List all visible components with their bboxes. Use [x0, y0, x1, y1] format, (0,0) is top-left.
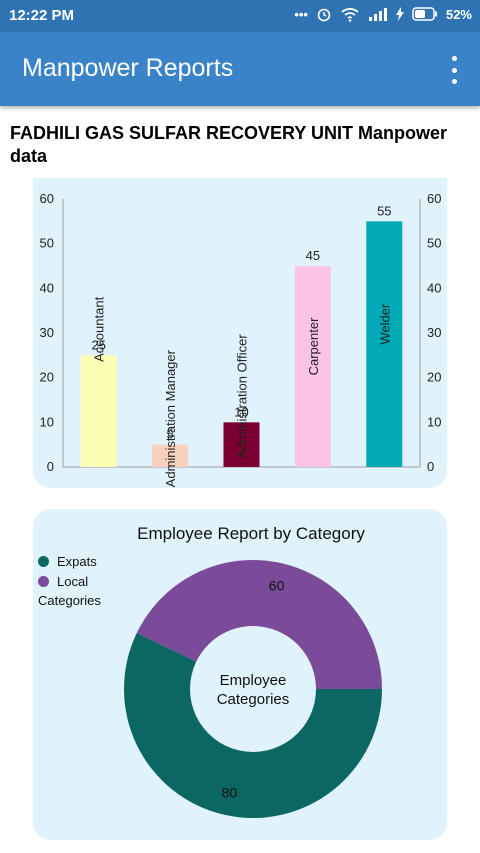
- bar-value-label: 55: [377, 203, 391, 218]
- category-label: Welder: [377, 303, 392, 345]
- bar-value-label: 25: [91, 337, 105, 352]
- bar[interactable]: [80, 355, 117, 467]
- y-tick-label-left: 0: [47, 459, 54, 474]
- y-tick-label-right: 20: [427, 370, 441, 385]
- chart-legend: Expats Local Categories: [38, 551, 101, 608]
- more-vert-icon[interactable]: [448, 56, 460, 84]
- legend-item-expats[interactable]: Expats: [38, 551, 101, 571]
- battery-icon: [412, 7, 437, 21]
- status-icons: ••• 52%: [294, 6, 472, 22]
- page-heading: FADHILI GAS SULFAR RECOVERY UNIT Manpowe…: [10, 123, 448, 166]
- y-tick-label-left: 50: [40, 236, 54, 251]
- center-label-line1: Employee: [220, 672, 287, 689]
- category-label: Accountant: [92, 296, 107, 361]
- y-tick-label-left: 60: [40, 191, 54, 206]
- status-bar: 12:22 PM ••• 52%: [0, 0, 480, 32]
- wifi-icon: [341, 8, 359, 22]
- status-time: 12:22 PM: [9, 7, 75, 24]
- y-tick-label-left: 10: [40, 414, 54, 429]
- y-tick-label-right: 10: [427, 414, 441, 429]
- slice-local[interactable]: [136, 560, 382, 689]
- more-dots-icon: •••: [294, 6, 308, 22]
- bar-value-label: 10: [234, 404, 248, 419]
- app-title: Manpower Reports: [22, 54, 234, 82]
- slice-value-label: 60: [269, 578, 285, 594]
- slice-expats[interactable]: [124, 633, 382, 818]
- category-label: Administration Manager: [163, 349, 178, 487]
- app-bar: Manpower Reports: [0, 32, 480, 106]
- alarm-icon: [317, 8, 331, 22]
- donut-chart: Employee Report by Category 60 80 Employee C…: [124, 524, 382, 818]
- legend-item-local[interactable]: Local: [38, 571, 101, 591]
- signal-icon: [368, 8, 387, 21]
- y-tick-label-left: 40: [40, 280, 54, 295]
- y-tick-label-right: 40: [427, 280, 441, 295]
- pie-chart-card: Employee Report by Category 60 80 Employee C…: [33, 509, 447, 840]
- y-tick-label-right: 0: [427, 459, 434, 474]
- y-tick-label-right: 30: [427, 325, 441, 340]
- chart-title: Employee Report by Category: [137, 524, 365, 543]
- y-tick-label-right: 50: [427, 236, 441, 251]
- category-label: Administration Officer: [235, 334, 250, 459]
- bar[interactable]: [366, 221, 403, 467]
- legend-label: Local: [57, 573, 89, 589]
- battery-percent: 52%: [445, 6, 472, 22]
- category-label: Carpenter: [306, 317, 321, 375]
- y-tick-label-left: 30: [40, 325, 54, 340]
- bar-value-label: 5: [166, 427, 173, 442]
- bar[interactable]: [223, 422, 260, 467]
- legend-subtitle: Categories: [38, 593, 101, 608]
- bar[interactable]: [294, 266, 331, 467]
- legend-dot-local: [38, 575, 49, 587]
- bar-value-label: 45: [306, 248, 320, 263]
- bar[interactable]: [152, 444, 189, 467]
- bar-chart-card: 0 0 10 10 20 20 30 30 40 40 50 50 60 60 25 Accountant 5 A…: [33, 178, 447, 488]
- y-tick-label-right: 60: [427, 191, 441, 206]
- slice-value-label: 80: [222, 784, 238, 800]
- center-label-line2: Categories: [217, 691, 290, 708]
- charging-icon: [395, 7, 404, 21]
- legend-dot-expats: [38, 555, 49, 567]
- legend-label: Expats: [57, 553, 97, 569]
- y-tick-label-left: 20: [40, 370, 54, 385]
